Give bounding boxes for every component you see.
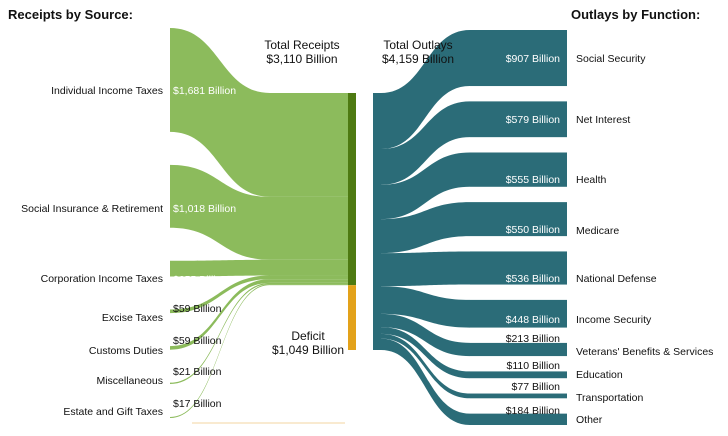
receipt-flow — [170, 259, 270, 277]
receipt-flow — [170, 28, 270, 197]
outlay-flow-end — [470, 299, 567, 328]
receipt-flow-tail — [270, 284, 348, 286]
outlay-name: Other — [576, 414, 603, 426]
outlay-flow-end — [470, 30, 567, 87]
receipt-value: $59 Billion — [173, 335, 222, 347]
outlay-name: Health — [576, 174, 607, 186]
receipt-name: Miscellaneous — [96, 375, 163, 387]
deficit-bar — [348, 285, 356, 350]
deficit-title: Deficit — [291, 329, 325, 343]
receipt-flow-tail — [270, 282, 348, 285]
outlay-name: Veterans' Benefits & Services — [576, 346, 714, 358]
outlay-flow-end — [470, 152, 567, 187]
receipt-flow-tail — [270, 275, 348, 280]
outlay-value: $536 Billion — [505, 273, 560, 285]
receipt-flow-tail — [270, 93, 348, 197]
outlay-value: $213 Billion — [505, 333, 560, 345]
receipt-name: Customs Duties — [88, 345, 163, 357]
outlay-value: $907 Billion — [505, 53, 560, 65]
outlay-flow — [381, 251, 470, 287]
outlay-value: $448 Billion — [505, 314, 560, 326]
outlays-header: Outlays by Function: — [571, 7, 701, 22]
receipt-flow — [170, 164, 270, 260]
receipt-value: $21 Billion — [173, 366, 222, 378]
outlay-flow-end — [470, 101, 567, 138]
outlay-flow — [381, 286, 470, 328]
total-outlays-title: Total Outlays — [383, 38, 453, 52]
total-receipts-title: Total Receipts — [264, 38, 340, 52]
outlay-flow — [381, 202, 470, 254]
outlay-value: $184 Billion — [505, 405, 560, 417]
outlay-name: Transportation — [576, 392, 644, 404]
total-receipts-bar — [348, 93, 356, 286]
receipt-name: Excise Taxes — [101, 312, 163, 324]
receipt-value: $59 Billion — [173, 303, 222, 315]
receipt-name: Individual Income Taxes — [51, 85, 163, 97]
receipt-flow — [170, 279, 270, 350]
outlay-flow-end — [470, 251, 567, 285]
receipt-value: $17 Billion — [173, 398, 222, 410]
outlay-value: $579 Billion — [505, 114, 560, 126]
outlay-name: Medicare — [576, 225, 620, 237]
outlay-value: $110 Billion — [506, 360, 560, 372]
outlay-name: National Defense — [576, 273, 657, 285]
receipt-value: $255 Billion — [173, 274, 228, 286]
outlay-value: $555 Billion — [505, 174, 560, 186]
outlay-flow-end — [470, 393, 567, 399]
receipt-flow — [170, 275, 270, 314]
receipt-flow — [170, 284, 270, 418]
outlay-flow-end — [470, 371, 567, 379]
outlay-flow — [381, 333, 470, 399]
outlay-flow — [381, 30, 470, 150]
outlay-flow — [381, 101, 470, 185]
receipts-header: Receipts by Source: — [8, 7, 133, 22]
receipt-name: Social Insurance & Retirement — [21, 203, 163, 215]
receipt-name: Estate and Gift Taxes — [63, 406, 163, 418]
outlay-flow — [381, 313, 470, 357]
total-outlays-bar — [373, 93, 381, 350]
receipt-flow-tail — [270, 279, 348, 283]
total-outlays-value: $4,159 Billion — [381, 52, 455, 66]
receipt-flow-tail — [270, 196, 348, 260]
outlay-name: Education — [576, 369, 623, 381]
outlay-name: Net Interest — [576, 114, 631, 126]
outlay-flow — [381, 327, 470, 379]
receipt-flow — [170, 282, 270, 384]
outlay-flow — [381, 152, 470, 220]
outlay-flow-end — [470, 202, 567, 237]
receipt-value: $1,681 Billion — [173, 85, 237, 97]
receipt-name: Corporation Income Taxes — [40, 273, 163, 285]
deficit-value: $1,049 Billion — [271, 343, 345, 357]
outlay-flow-end — [470, 413, 567, 425]
outlay-flow — [381, 338, 470, 425]
outlay-name: Social Security — [576, 53, 646, 65]
outlay-flow-end — [470, 342, 567, 357]
outlay-value: $550 Billion — [505, 224, 560, 236]
receipt-flow-tail — [270, 259, 348, 276]
total-receipts-value: $3,110 Billion — [266, 52, 338, 66]
outlay-value: $77 Billion — [511, 381, 560, 393]
receipt-value: $1,018 Billion — [173, 203, 237, 215]
outlay-name: Income Security — [576, 314, 652, 326]
